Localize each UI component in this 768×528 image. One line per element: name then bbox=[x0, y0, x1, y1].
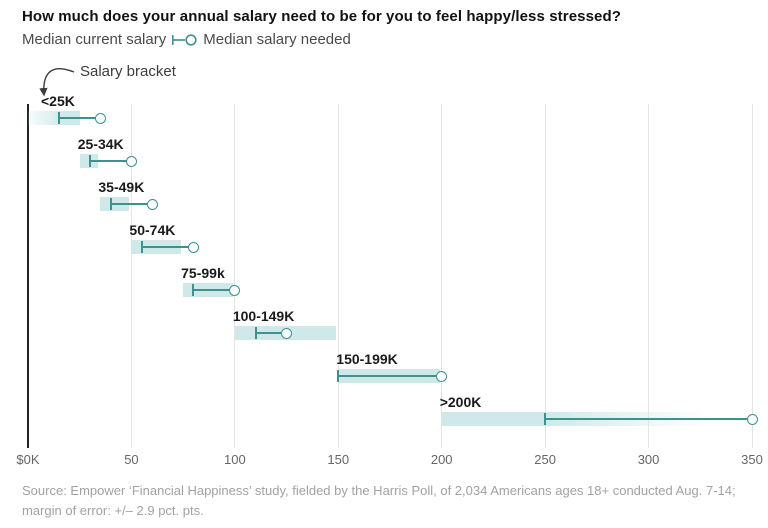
source-line-2: margin of error: +/– 2.9 pct. pts. bbox=[22, 503, 204, 518]
range-line bbox=[110, 203, 153, 205]
chart-title: How much does your annual salary need to… bbox=[22, 8, 621, 25]
range-line bbox=[193, 289, 235, 291]
x-axis-tick-label: $0K bbox=[16, 452, 40, 467]
gridline bbox=[234, 104, 236, 448]
needed-salary-circle bbox=[281, 327, 293, 339]
x-axis-tick-label: 50 bbox=[124, 452, 139, 467]
y-axis-line bbox=[27, 104, 29, 448]
needed-salary-circle bbox=[187, 241, 199, 253]
range-line bbox=[338, 375, 442, 377]
needed-salary-circle bbox=[436, 370, 448, 382]
bracket-label: 35-49K bbox=[98, 179, 145, 195]
gridline bbox=[441, 104, 443, 448]
current-salary-tick bbox=[140, 241, 143, 253]
bracket-label: 50-74K bbox=[129, 222, 176, 238]
needed-salary-circle bbox=[229, 284, 241, 296]
range-line bbox=[59, 117, 101, 119]
bracket-band bbox=[79, 154, 99, 168]
current-salary-tick bbox=[89, 155, 92, 167]
current-salary-tick bbox=[544, 413, 547, 425]
gridline bbox=[130, 104, 132, 448]
bracket-band bbox=[28, 111, 80, 125]
bracket-label: >200K bbox=[439, 394, 482, 410]
range-line bbox=[255, 332, 287, 334]
range-line bbox=[90, 160, 132, 162]
current-salary-tick bbox=[254, 327, 257, 339]
x-axis-tick-label: 150 bbox=[327, 452, 350, 467]
x-axis-tick-label: 250 bbox=[534, 452, 556, 467]
needed-salary-circle bbox=[146, 198, 158, 210]
x-axis-tick-label: 200 bbox=[430, 452, 453, 467]
needed-salary-circle bbox=[125, 155, 137, 167]
legend-current-label: Median current salary bbox=[22, 31, 167, 48]
legend: Median current salary Median salary need… bbox=[22, 31, 351, 48]
x-axis-tick-label: 350 bbox=[741, 452, 763, 467]
x-axis-tick-label: 100 bbox=[223, 452, 246, 467]
bracket-label: 25-34K bbox=[77, 136, 124, 152]
gridline bbox=[648, 104, 650, 448]
needed-salary-circle bbox=[746, 413, 758, 425]
bracket-label: <25K bbox=[41, 93, 75, 109]
gridline bbox=[544, 104, 546, 448]
current-salary-tick bbox=[337, 370, 340, 382]
current-salary-tick bbox=[109, 198, 112, 210]
current-salary-tick bbox=[58, 112, 61, 124]
curved-arrow-icon bbox=[39, 68, 75, 97]
range-line bbox=[141, 246, 194, 248]
needed-salary-circle bbox=[94, 112, 106, 124]
range-line bbox=[545, 418, 752, 420]
source-line-1: Source: Empower ‘Financial Happiness’ st… bbox=[22, 483, 736, 498]
gridline bbox=[751, 104, 753, 448]
bracket-label: 150-199K bbox=[336, 351, 398, 367]
bracket-label: 100-149K bbox=[232, 308, 295, 324]
bracket-label: 75-99k bbox=[181, 265, 225, 281]
current-salary-tick bbox=[192, 284, 195, 296]
salary-bracket-annotation: Salary bracket bbox=[80, 63, 176, 80]
gridline bbox=[337, 104, 339, 448]
source-note: Source: Empower ‘Financial Happiness’ st… bbox=[22, 481, 736, 521]
dumbbell-legend-icon bbox=[172, 33, 197, 46]
legend-needed-label: Median salary needed bbox=[203, 31, 351, 48]
x-axis-tick-label: 300 bbox=[637, 452, 660, 467]
